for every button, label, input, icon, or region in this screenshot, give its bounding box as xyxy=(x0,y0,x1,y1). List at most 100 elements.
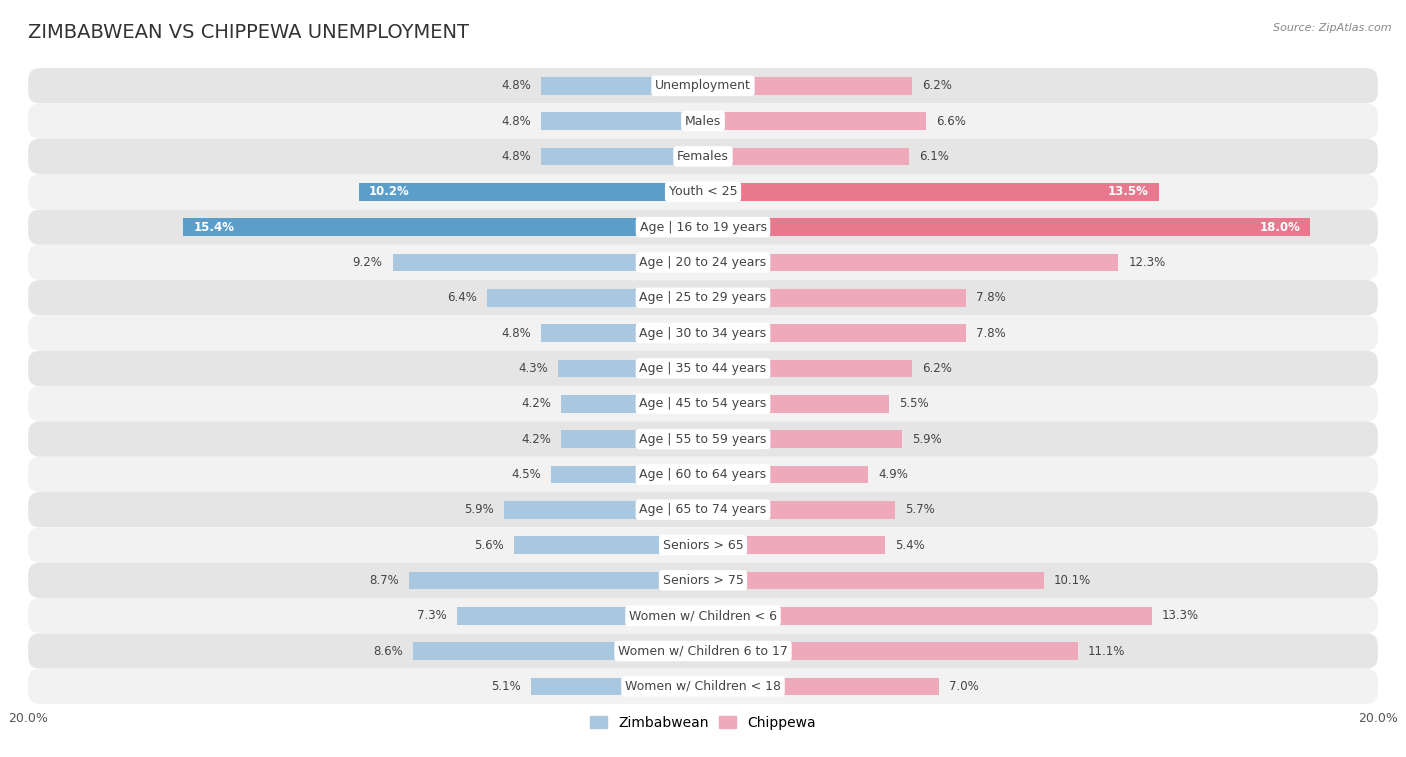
Bar xyxy=(703,324,966,342)
Text: 8.6%: 8.6% xyxy=(373,644,402,658)
FancyBboxPatch shape xyxy=(28,350,1378,386)
Text: 9.2%: 9.2% xyxy=(353,256,382,269)
FancyBboxPatch shape xyxy=(28,316,1378,350)
Bar xyxy=(541,148,703,165)
Text: Age | 20 to 24 years: Age | 20 to 24 years xyxy=(640,256,766,269)
Text: 4.9%: 4.9% xyxy=(879,468,908,481)
Bar xyxy=(703,183,1159,201)
Bar xyxy=(703,678,939,695)
Text: 11.1%: 11.1% xyxy=(1088,644,1125,658)
FancyBboxPatch shape xyxy=(28,280,1378,316)
Bar xyxy=(703,607,1152,625)
Text: Age | 45 to 54 years: Age | 45 to 54 years xyxy=(640,397,766,410)
Bar xyxy=(703,642,1077,660)
Text: 12.3%: 12.3% xyxy=(1128,256,1166,269)
Text: 4.8%: 4.8% xyxy=(501,326,531,340)
Text: 4.8%: 4.8% xyxy=(501,79,531,92)
FancyBboxPatch shape xyxy=(28,598,1378,634)
Text: Age | 35 to 44 years: Age | 35 to 44 years xyxy=(640,362,766,375)
Text: 13.5%: 13.5% xyxy=(1108,185,1149,198)
Bar xyxy=(561,430,703,448)
Bar xyxy=(703,77,912,95)
Text: ZIMBABWEAN VS CHIPPEWA UNEMPLOYMENT: ZIMBABWEAN VS CHIPPEWA UNEMPLOYMENT xyxy=(28,23,470,42)
Text: 8.7%: 8.7% xyxy=(370,574,399,587)
Bar xyxy=(551,466,703,483)
Text: Women w/ Children < 18: Women w/ Children < 18 xyxy=(626,680,780,693)
Text: 4.3%: 4.3% xyxy=(517,362,548,375)
Text: Age | 16 to 19 years: Age | 16 to 19 years xyxy=(640,220,766,234)
Bar xyxy=(703,536,886,554)
FancyBboxPatch shape xyxy=(28,386,1378,422)
FancyBboxPatch shape xyxy=(28,492,1378,528)
Bar xyxy=(703,572,1043,589)
Text: 7.8%: 7.8% xyxy=(976,291,1007,304)
Bar xyxy=(409,572,703,589)
Bar xyxy=(703,466,869,483)
Text: 4.8%: 4.8% xyxy=(501,114,531,128)
FancyBboxPatch shape xyxy=(28,174,1378,210)
Bar xyxy=(703,360,912,377)
Bar xyxy=(541,324,703,342)
Bar xyxy=(531,678,703,695)
Text: Unemployment: Unemployment xyxy=(655,79,751,92)
Bar xyxy=(703,112,925,130)
Text: 5.5%: 5.5% xyxy=(898,397,928,410)
Text: 6.6%: 6.6% xyxy=(936,114,966,128)
Bar xyxy=(703,395,889,413)
Text: 5.4%: 5.4% xyxy=(896,538,925,552)
Bar xyxy=(392,254,703,271)
Text: Age | 55 to 59 years: Age | 55 to 59 years xyxy=(640,432,766,446)
FancyBboxPatch shape xyxy=(28,245,1378,280)
Legend: Zimbabwean, Chippewa: Zimbabwean, Chippewa xyxy=(585,710,821,735)
Text: 7.0%: 7.0% xyxy=(949,680,979,693)
Bar xyxy=(183,218,703,236)
Bar xyxy=(703,218,1310,236)
Text: 5.9%: 5.9% xyxy=(464,503,494,516)
FancyBboxPatch shape xyxy=(28,139,1378,174)
Text: 6.4%: 6.4% xyxy=(447,291,477,304)
Text: 4.8%: 4.8% xyxy=(501,150,531,163)
Text: 6.1%: 6.1% xyxy=(920,150,949,163)
Bar xyxy=(457,607,703,625)
Bar xyxy=(541,112,703,130)
Text: 6.2%: 6.2% xyxy=(922,362,952,375)
Text: 15.4%: 15.4% xyxy=(194,220,235,234)
Text: 5.6%: 5.6% xyxy=(474,538,503,552)
Text: Women w/ Children 6 to 17: Women w/ Children 6 to 17 xyxy=(619,644,787,658)
Text: 18.0%: 18.0% xyxy=(1260,220,1301,234)
Text: Youth < 25: Youth < 25 xyxy=(669,185,737,198)
Bar xyxy=(486,289,703,307)
Text: 10.2%: 10.2% xyxy=(368,185,409,198)
Bar xyxy=(703,501,896,519)
FancyBboxPatch shape xyxy=(28,104,1378,139)
Text: Age | 30 to 34 years: Age | 30 to 34 years xyxy=(640,326,766,340)
Text: Males: Males xyxy=(685,114,721,128)
Bar xyxy=(503,501,703,519)
Text: Seniors > 65: Seniors > 65 xyxy=(662,538,744,552)
Bar xyxy=(515,536,703,554)
FancyBboxPatch shape xyxy=(28,528,1378,562)
Text: 5.9%: 5.9% xyxy=(912,432,942,446)
Text: 4.5%: 4.5% xyxy=(512,468,541,481)
Bar xyxy=(703,254,1118,271)
FancyBboxPatch shape xyxy=(28,210,1378,245)
Bar xyxy=(558,360,703,377)
FancyBboxPatch shape xyxy=(28,68,1378,104)
Text: 4.2%: 4.2% xyxy=(522,397,551,410)
FancyBboxPatch shape xyxy=(28,456,1378,492)
Text: Age | 65 to 74 years: Age | 65 to 74 years xyxy=(640,503,766,516)
Bar xyxy=(413,642,703,660)
FancyBboxPatch shape xyxy=(28,562,1378,598)
Text: Age | 25 to 29 years: Age | 25 to 29 years xyxy=(640,291,766,304)
Bar xyxy=(359,183,703,201)
Text: Females: Females xyxy=(678,150,728,163)
Bar xyxy=(703,148,908,165)
Text: Age | 60 to 64 years: Age | 60 to 64 years xyxy=(640,468,766,481)
Bar xyxy=(541,77,703,95)
Text: 5.1%: 5.1% xyxy=(491,680,520,693)
Text: Seniors > 75: Seniors > 75 xyxy=(662,574,744,587)
Bar xyxy=(703,289,966,307)
Text: 6.2%: 6.2% xyxy=(922,79,952,92)
Text: 7.3%: 7.3% xyxy=(416,609,447,622)
Text: Women w/ Children < 6: Women w/ Children < 6 xyxy=(628,609,778,622)
